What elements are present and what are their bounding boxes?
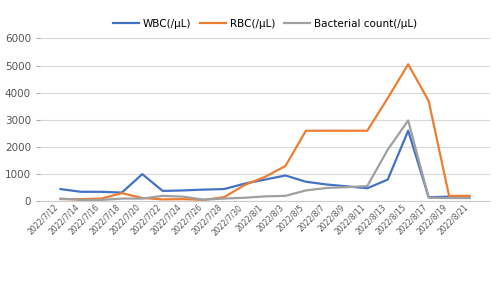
RBC(/μL) <box>282 164 288 168</box>
WBC(/μL) <box>58 187 64 191</box>
Bacterial count(/μL) <box>405 119 411 122</box>
RBC(/μL) <box>140 196 145 200</box>
Bacterial count(/μL) <box>262 195 268 198</box>
Bacterial count(/μL) <box>78 198 84 202</box>
Bacterial count(/μL) <box>303 189 309 192</box>
Bacterial count(/μL) <box>466 196 472 200</box>
WBC(/μL) <box>303 180 309 184</box>
RBC(/μL) <box>200 198 206 202</box>
WBC(/μL) <box>426 195 432 199</box>
WBC(/μL) <box>98 190 104 194</box>
RBC(/μL) <box>242 183 248 187</box>
RBC(/μL) <box>446 194 452 198</box>
WBC(/μL) <box>160 189 166 193</box>
WBC(/μL) <box>180 189 186 192</box>
WBC(/μL) <box>446 195 452 198</box>
RBC(/μL) <box>78 197 84 201</box>
WBC(/μL) <box>262 178 268 181</box>
Bacterial count(/μL) <box>344 185 350 189</box>
RBC(/μL) <box>160 198 166 201</box>
Line: WBC(/μL): WBC(/μL) <box>60 131 470 197</box>
WBC(/μL) <box>140 172 145 176</box>
RBC(/μL) <box>426 99 432 103</box>
WBC(/μL) <box>200 188 206 192</box>
Bacterial count(/μL) <box>242 196 248 200</box>
RBC(/μL) <box>384 96 390 100</box>
RBC(/μL) <box>98 197 104 200</box>
Bacterial count(/μL) <box>58 197 64 200</box>
RBC(/μL) <box>221 195 227 199</box>
WBC(/μL) <box>78 190 84 194</box>
WBC(/μL) <box>324 183 330 186</box>
RBC(/μL) <box>466 194 472 198</box>
WBC(/μL) <box>364 186 370 190</box>
RBC(/μL) <box>119 192 125 195</box>
WBC(/μL) <box>221 187 227 191</box>
Bacterial count(/μL) <box>221 197 227 200</box>
RBC(/μL) <box>58 197 64 201</box>
Legend: WBC(/μL), RBC(/μL), Bacterial count(/μL): WBC(/μL), RBC(/μL), Bacterial count(/μL) <box>108 15 422 33</box>
Bacterial count(/μL) <box>384 148 390 152</box>
Bacterial count(/μL) <box>160 194 166 198</box>
Line: Bacterial count(/μL): Bacterial count(/μL) <box>60 120 470 200</box>
Bacterial count(/μL) <box>140 197 145 200</box>
RBC(/μL) <box>180 197 186 201</box>
WBC(/μL) <box>344 185 350 188</box>
Bacterial count(/μL) <box>282 194 288 198</box>
Bacterial count(/μL) <box>98 198 104 202</box>
Bacterial count(/μL) <box>446 196 452 200</box>
RBC(/μL) <box>324 129 330 133</box>
RBC(/μL) <box>364 129 370 133</box>
WBC(/μL) <box>466 195 472 199</box>
WBC(/μL) <box>119 191 125 194</box>
Bacterial count(/μL) <box>119 197 125 200</box>
WBC(/μL) <box>405 129 411 133</box>
Bacterial count(/μL) <box>180 195 186 198</box>
RBC(/μL) <box>405 62 411 66</box>
Line: RBC(/μL): RBC(/μL) <box>60 64 470 200</box>
RBC(/μL) <box>262 175 268 179</box>
Bacterial count(/μL) <box>200 198 206 202</box>
Bacterial count(/μL) <box>426 196 432 200</box>
WBC(/μL) <box>282 174 288 177</box>
RBC(/μL) <box>303 129 309 133</box>
RBC(/μL) <box>344 129 350 133</box>
WBC(/μL) <box>384 178 390 181</box>
Bacterial count(/μL) <box>324 186 330 190</box>
WBC(/μL) <box>242 182 248 185</box>
Bacterial count(/μL) <box>364 184 370 188</box>
